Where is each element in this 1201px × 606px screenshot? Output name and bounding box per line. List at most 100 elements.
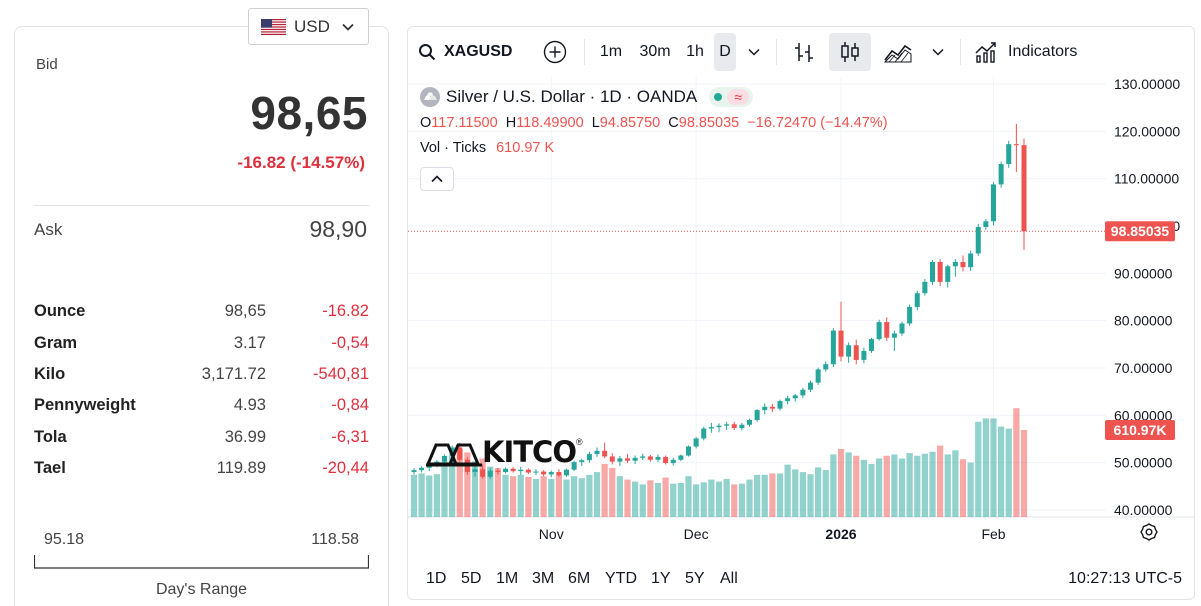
volume-bar [952,450,959,517]
table-row: Tola 36.99 -6,31 [34,422,369,453]
candle-body [785,398,791,402]
x-tick-label: Feb [981,526,1005,542]
toolbar-separator [960,39,961,65]
chart-title: Silver / U.S. Dollar · 1D · OANDA [446,87,698,106]
volume-bar [433,474,440,517]
volume-bar [784,464,791,517]
range-5y-button[interactable]: 5Y [685,567,705,591]
y-tick-label: 70.00000 [1114,360,1173,376]
volume-bar [815,467,822,517]
candlestick-chart[interactable]: 130.00000120.00000110.00000100.0000090.0… [408,77,1195,559]
volume-bar [1013,408,1020,517]
indicators-button[interactable]: Indicators [974,33,1077,71]
volume-bar [639,484,646,517]
unit-price-table: Ounce 98,65 -16.82 Gram 3.17 -0,54 Kilo … [34,296,369,484]
range-3m-button[interactable]: 3M [532,567,554,591]
volume-bar [410,474,418,517]
volume-bar [571,476,578,517]
range-1m-button[interactable]: 1M [496,567,518,591]
volume-bar [921,453,928,517]
candle-body [655,456,661,460]
collapse-legend-button[interactable] [420,167,454,191]
volume-bar [586,474,593,517]
range-all-button[interactable]: All [720,567,738,591]
low-label: L [591,115,600,131]
range-5d-button[interactable]: 5D [461,567,481,591]
volume-bar [502,474,509,517]
unit-price: 36.99 [224,427,266,446]
volume-bar [601,463,608,517]
unit-price: 4.93 [233,396,266,415]
table-row: Tael 119.89 -20,44 [34,453,369,484]
candle-body [472,469,478,473]
clock[interactable]: 10:27:13 UTC-5 [1068,567,1182,591]
candle-body [937,261,943,282]
chart-toolbar: XAGUSD 1m 30m 1h D [408,27,1194,77]
gear-icon[interactable] [1140,523,1158,541]
volume-bar [975,421,982,517]
interval-30m-button[interactable]: 30m [636,33,674,71]
interval-menu-button[interactable] [742,33,766,71]
volume-bar [792,469,799,517]
compare-button[interactable] [540,33,570,71]
range-ytd-button[interactable]: YTD [605,567,637,591]
candle-body [914,293,920,307]
volume-bar [776,473,784,517]
volume-bar [647,480,654,517]
volume-bar [799,472,806,517]
candle-chart-type-button[interactable] [829,33,871,71]
range-1y-button[interactable]: 1Y [651,567,671,591]
candle-body [1021,145,1027,232]
candle-body [716,425,722,428]
symbol-search-button[interactable]: XAGUSD [418,33,512,71]
symbol-label: XAGUSD [444,43,513,60]
last-volume-badge [1105,419,1175,440]
unit-change: -0,54 [331,333,369,352]
y-tick-label: 50.00000 [1114,455,1173,471]
candle-body [998,164,1004,185]
volume-bar [845,452,852,517]
open-label: O [420,115,432,131]
candle-body [632,457,638,461]
interval-1m-button[interactable]: 1m [596,33,626,71]
volume-bar [1020,429,1028,517]
volume-bar [532,478,540,517]
unit-price: 3,171.72 [201,364,266,383]
x-tick-label: Dec [684,526,709,542]
indicators-icon [975,42,996,63]
candle-body [800,389,806,396]
range-6m-button[interactable]: 6M [568,567,590,591]
candle-body [724,424,730,426]
volume-bar [456,448,463,517]
area-chart-type-button[interactable] [878,33,918,71]
interval-1h-button[interactable]: 1h [682,33,708,71]
toolbar-separator [584,39,585,65]
volume-bar [990,418,997,517]
kitco-logo-text: KITCO [482,435,577,469]
candle-body [830,330,836,365]
chevron-down-icon [932,48,944,56]
candle-body [777,401,783,409]
volume-bar [525,476,532,517]
interval-label: 1m [599,43,623,60]
candle-body [678,455,684,460]
candle-body [739,424,745,429]
bar-chart-type-button[interactable] [786,33,822,71]
range-label: 1M [496,570,519,587]
currency-select[interactable]: USD [248,8,369,45]
range-label: 3M [532,570,555,587]
candle-body [586,454,592,461]
interval-d-button[interactable]: D [714,33,736,71]
candle-body [792,395,798,399]
volume-bar [715,481,723,517]
range-1d-button[interactable]: 1D [426,567,446,591]
unit-change: -0,84 [331,396,369,415]
chart-type-menu-button[interactable] [926,33,950,71]
candle-body [670,459,676,464]
market-status-badge[interactable]: ≈ [709,87,754,107]
range-label: YTD [605,570,637,587]
volume-label: Vol · Ticks [420,140,487,156]
volume-bar [959,459,967,517]
candle-body [647,456,653,460]
unit-name: Tola [34,427,67,446]
